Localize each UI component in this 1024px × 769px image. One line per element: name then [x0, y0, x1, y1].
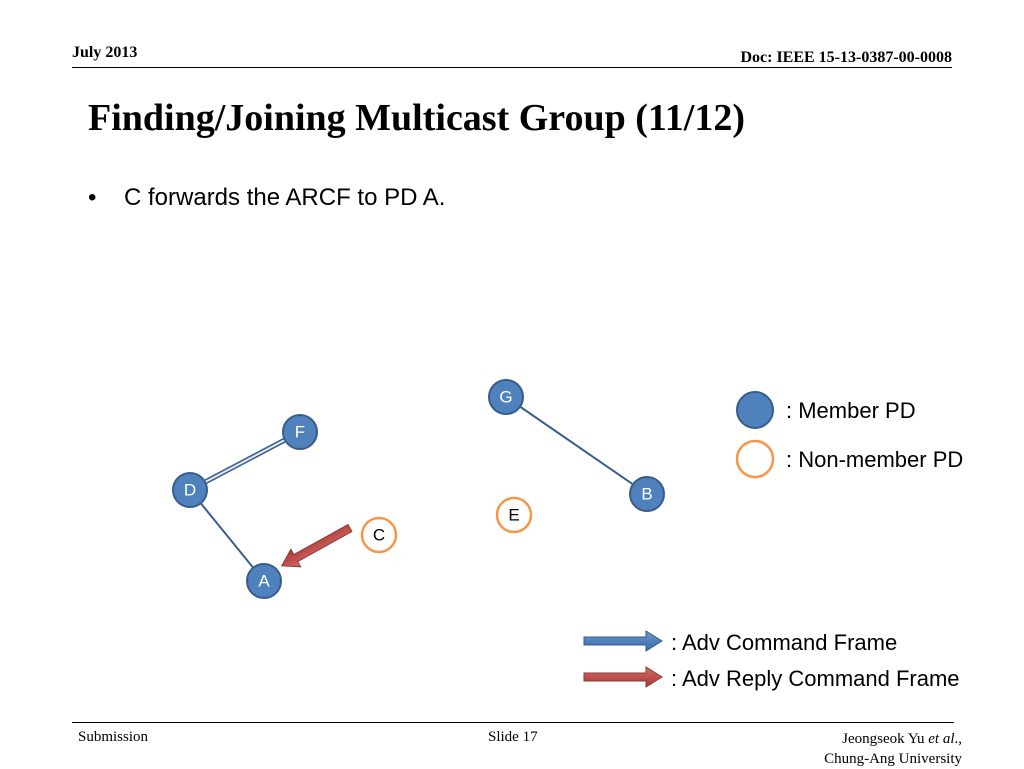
svg-text:F: F	[295, 423, 305, 442]
footer-author-tail: .,	[954, 731, 963, 747]
node-a: A	[246, 563, 282, 599]
svg-text:A: A	[258, 572, 270, 591]
legend-adv-command: : Adv Command Frame	[583, 630, 897, 655]
svg-text:D: D	[184, 481, 196, 500]
svg-text:B: B	[641, 485, 652, 504]
link-d-f-highlight	[189, 431, 301, 491]
legend-adv-command-label: : Adv Command Frame	[671, 630, 897, 655]
legend-adv-reply-arrow	[583, 666, 663, 688]
header-doc-id: Doc: IEEE 15-13-0387-00-0008	[740, 49, 952, 66]
bullet-item: • C forwards the ARCF to PD A.	[88, 184, 445, 212]
legend-adv-reply: : Adv Reply Command Frame	[583, 666, 960, 691]
footer-submission: Submission	[78, 729, 149, 745]
footer-affiliation: Chung-Ang University	[824, 751, 962, 767]
footer-author-name: Jeongseok Yu	[842, 731, 925, 747]
legend-member-swatch	[736, 391, 774, 429]
node-e: E	[495, 496, 533, 534]
link-g-b	[505, 396, 648, 495]
legend-member: : Member PD	[736, 391, 916, 429]
footer-author-etal: et al	[928, 731, 955, 747]
svg-text:G: G	[499, 388, 512, 407]
link-d-a	[189, 489, 265, 582]
bullet-text: C forwards the ARCF to PD A.	[124, 184, 446, 211]
legend-adv-command-arrow	[583, 630, 663, 652]
node-d: D	[172, 472, 208, 508]
legend-member-label: : Member PD	[786, 398, 916, 423]
legend-non-member-swatch	[735, 439, 775, 479]
header-divider	[72, 67, 952, 68]
legend-non-member: : Non-member PD	[735, 439, 963, 479]
adv-reply-arrow-c-to-a	[280, 523, 353, 568]
header-date: July 2013	[72, 44, 138, 61]
node-c: C	[360, 516, 398, 554]
svg-text:C: C	[373, 526, 385, 545]
node-f: F	[282, 414, 318, 450]
footer-divider	[72, 722, 954, 723]
footer-slide-number: Slide 17	[488, 729, 538, 745]
legend-non-member-label: : Non-member PD	[786, 447, 963, 472]
footer-author-line: Jeongseok Yu et al.,	[824, 729, 962, 749]
svg-text:E: E	[508, 506, 519, 525]
footer-author: Jeongseok Yu et al., Chung-Ang Universit…	[824, 729, 962, 769]
bullet-marker: •	[88, 184, 97, 211]
node-g: G	[488, 379, 524, 415]
legend-adv-reply-label: : Adv Reply Command Frame	[671, 666, 960, 691]
slide-title: Finding/Joining Multicast Group (11/12)	[88, 97, 746, 139]
node-b: B	[629, 476, 665, 512]
